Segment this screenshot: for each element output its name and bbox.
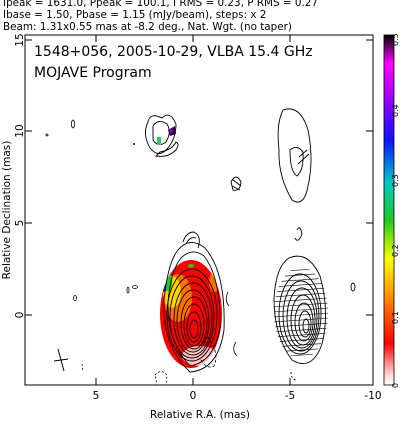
ytick-15: 15 — [14, 33, 26, 46]
beam-marker — [53, 348, 69, 372]
colorbar-tick-0: 0 — [391, 383, 400, 388]
plot-subtitle: MOJAVE Program — [34, 65, 152, 81]
colorbar-tick-4: 0.4 — [391, 104, 400, 117]
core-polarization-map — [160, 260, 222, 368]
plot-title: 1548+056, 2005-10-29, VLBA 15.4 GHz — [34, 44, 313, 60]
noise-contours — [45, 119, 238, 386]
header-line-1: Ipeak = 1631.0, Ppeak = 100.1, I RMS = 0… — [3, 0, 319, 9]
total-intensity-contours — [230, 108, 356, 381]
ytick-0: 0 — [14, 312, 26, 319]
colorbar — [383, 34, 395, 386]
axis-ticks — [25, 35, 373, 385]
core-contours — [163, 231, 225, 373]
colorbar-tick-3: 0.3 — [391, 174, 400, 187]
xtick-m10: -10 — [364, 390, 381, 402]
xtick-5: 5 — [93, 390, 100, 402]
header-line-2: Ibase = 1.50, Pbase = 1.15 (mJy/beam), s… — [3, 9, 267, 21]
colorbar-tick-1: 0.1 — [391, 311, 400, 324]
xtick-m5: -5 — [285, 390, 295, 402]
ytick-10: 10 — [14, 124, 26, 137]
colorbar-tick-2: 0.2 — [391, 244, 400, 257]
ytick-5: 5 — [14, 220, 26, 227]
header-line-3: Beam: 1.31x0.55 mas at -8.2 deg., Nat. W… — [3, 21, 292, 33]
north-knot — [133, 114, 179, 157]
plot-frame — [24, 34, 374, 386]
xtick-0: 0 — [190, 390, 197, 402]
y-axis-label: Relative Declination (mas) — [1, 141, 13, 280]
colorbar-tick-5: 0.5 — [391, 33, 400, 46]
x-axis-label: Relative R.A. (mas) — [150, 409, 250, 421]
